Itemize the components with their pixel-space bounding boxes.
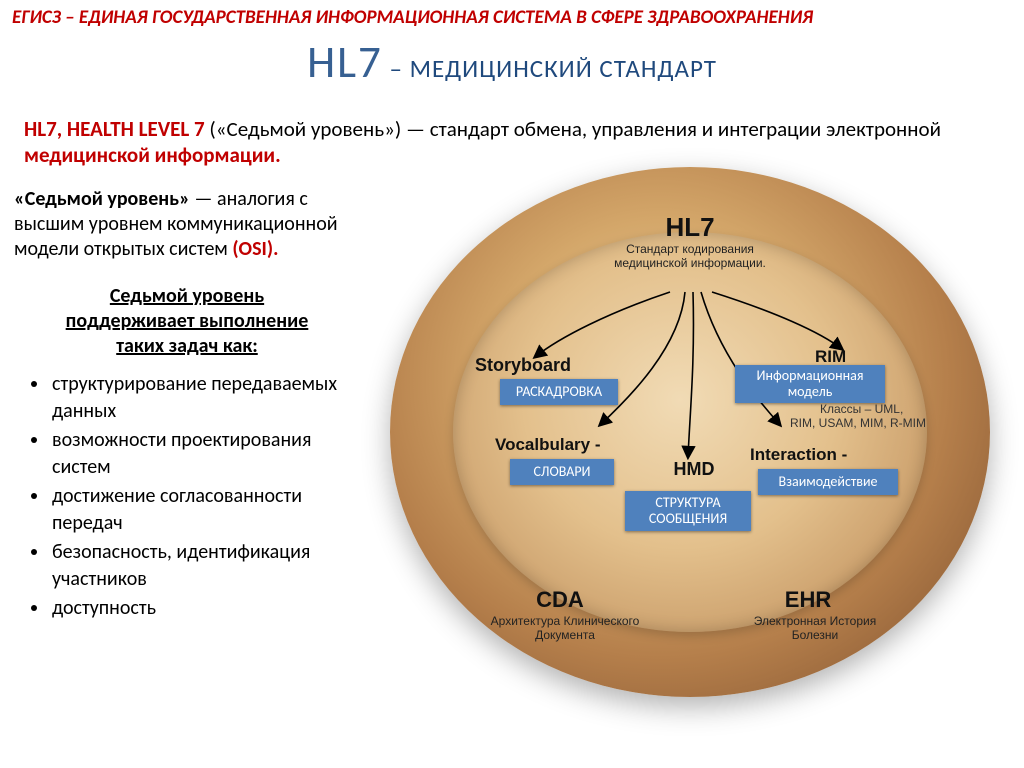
list-item: возможности проектирования систем — [50, 427, 360, 481]
page-topbar: ЕГИСЗ – ЕДИНАЯ ГОСУДАРСТВЕННАЯ ИНФОРМАЦИ… — [0, 0, 1024, 35]
ehr-label: EHR — [748, 587, 868, 613]
hmd-ru-l1: СТРУКТУРА — [655, 494, 720, 511]
rim-label: RIM — [815, 347, 895, 367]
rim-ru-l2: модель — [788, 383, 833, 400]
tasks-h-l3: таких задач как: — [116, 334, 258, 358]
list-item: достижение согласованности передач — [50, 483, 360, 537]
left-column: «Седьмой уровень» — аналогия с высшим ур… — [0, 187, 360, 624]
storyboard-label: Storyboard — [475, 355, 615, 376]
hl7-diagram: HL7 Стандарт кодирования медицинской инф… — [380, 157, 1000, 717]
vocab-label: Vocalbulary - — [495, 435, 655, 455]
intro-red2: медицинской информации. — [24, 142, 281, 168]
cda-label: CDA — [500, 587, 620, 613]
hmd-label: HMD — [654, 459, 734, 480]
cda-sub2: Документа — [470, 629, 660, 643]
page-title: HL7 – МЕДИЦИНСКИЙ СТАНДАРТ — [0, 35, 1024, 90]
rim-sub1: Классы – UML, — [820, 403, 990, 417]
tasks-h-l1: Седьмой уровень — [110, 284, 264, 308]
ehr-sub1: Электронная История — [725, 615, 905, 629]
diagram-column: HL7 Стандарт кодирования медицинской инф… — [360, 187, 1024, 624]
osi-label: (OSI). — [232, 237, 278, 261]
tasks-heading: Седьмой уровень поддерживает выполнение … — [14, 284, 360, 359]
seventh-level-bold: «Седьмой уровень» — [14, 187, 190, 211]
hmd-ru-box: СТРУКТУРА СООБЩЕНИЯ — [625, 491, 751, 531]
interaction-ru-box: Взаимодействие — [758, 469, 898, 495]
hl7-sub2: медицинской информации. — [605, 257, 775, 271]
ehr-sub2: Болезни — [725, 629, 905, 643]
interaction-label: Interaction - — [750, 445, 900, 465]
list-item: структурирование передаваемых данных — [50, 371, 360, 425]
rim-ru-l1: Информационная — [757, 367, 864, 384]
hl7-sub1: Стандарт кодирования — [605, 243, 775, 257]
title-big: HL7 — [307, 35, 383, 90]
title-rest: – МЕДИЦИНСКИЙ СТАНДАРТ — [383, 53, 717, 84]
intro-red1: HL7, HEALTH LEVEL 7 — [24, 116, 205, 142]
tasks-h-l2: поддерживает выполнение — [66, 309, 309, 333]
hl7-label: HL7 — [630, 212, 750, 243]
content-row: «Седьмой уровень» — аналогия с высшим ур… — [0, 187, 1024, 624]
ellipse-inner — [453, 232, 927, 632]
cda-sub1: Архитектура Клинического — [470, 615, 660, 629]
intro-plain: («Седьмой уровень») — стандарт обмена, у… — [205, 116, 941, 142]
seventh-level-paragraph: «Седьмой уровень» — аналогия с высшим ур… — [14, 187, 360, 262]
storyboard-ru-box: РАСКАДРОВКА — [500, 379, 618, 405]
list-item: доступность — [50, 595, 360, 622]
hmd-ru-l2: СООБЩЕНИЯ — [649, 510, 727, 527]
list-item: безопасность, идентификация участников — [50, 539, 360, 593]
tasks-list: структурирование передаваемых данных воз… — [14, 371, 360, 622]
rim-ru-box: Информационная модель — [735, 365, 885, 403]
vocab-ru-box: СЛОВАРИ — [510, 459, 614, 485]
rim-sub2: RIM, USAM, MIM, R-MIM — [790, 417, 990, 431]
